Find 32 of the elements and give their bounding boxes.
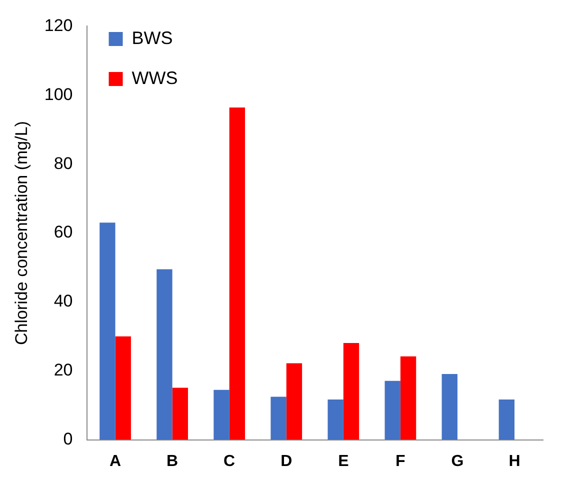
bar: [156, 269, 172, 440]
bar: [172, 388, 188, 440]
bar: [384, 380, 400, 440]
y-axis-title: Chloride concentration (mg/L): [12, 121, 31, 345]
x-tick-label: C: [224, 452, 236, 470]
x-tick-label: F: [396, 452, 406, 470]
x-tick-label: H: [508, 452, 520, 470]
y-tick-label: 20: [54, 360, 73, 380]
bar: [100, 222, 116, 440]
legend-label: WWS: [132, 68, 178, 88]
bar: [115, 336, 131, 440]
x-tick-label: E: [338, 452, 350, 470]
x-tick-label: D: [280, 452, 292, 470]
bar: [270, 396, 286, 440]
x-tick-label: B: [166, 452, 178, 470]
bar: [214, 390, 230, 440]
y-tick-label: 0: [63, 429, 73, 448]
y-tick-label: 60: [54, 222, 73, 242]
legend-label: BWS: [132, 28, 173, 48]
bar: [286, 363, 302, 440]
y-tick-label: 100: [44, 84, 73, 104]
y-tick-label: 120: [44, 16, 73, 35]
bar: [229, 108, 246, 440]
x-tick-label: A: [109, 452, 122, 470]
bar: [400, 356, 416, 440]
bar: [343, 342, 360, 440]
bar: [498, 399, 514, 440]
x-tick-label: G: [451, 452, 464, 470]
bar: [442, 374, 458, 440]
y-tick-label: 80: [54, 154, 73, 173]
y-tick-label: 40: [54, 292, 73, 311]
bar: [328, 399, 344, 440]
